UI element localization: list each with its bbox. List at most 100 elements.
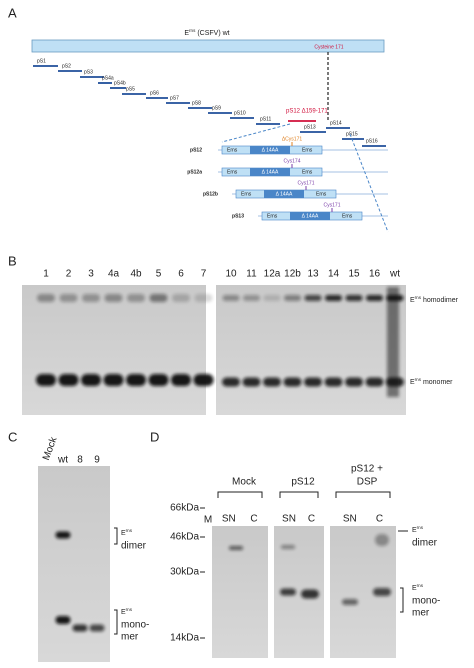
peptide-label: pS16 [366, 138, 378, 144]
lane-label: 12a [264, 269, 281, 280]
panel-label: A [8, 5, 17, 20]
protein-title: Erns (CSFV) wt [184, 28, 229, 37]
gel-band [148, 374, 169, 386]
gel-band [222, 295, 240, 301]
peptide-label: pS4b [114, 80, 126, 86]
lane-label: 2 [66, 269, 72, 280]
gel-band [375, 534, 389, 546]
peptide-label: pS7 [170, 95, 179, 101]
gel-band [82, 294, 100, 302]
deletion-label: Δ 14AA [262, 169, 279, 175]
band-label-sup: rns [415, 295, 422, 300]
gel-band [72, 624, 88, 632]
peptide-label: pS12 Δ159-171 [286, 109, 328, 115]
gel-band [263, 377, 281, 387]
lane-label: C [250, 514, 257, 525]
group-bracket [279, 491, 319, 498]
domain-label: Erns [227, 169, 238, 175]
gel-band [127, 294, 145, 302]
peptide-label: pS10 [234, 110, 246, 116]
band-label-sup: rns [126, 607, 133, 612]
peptide-label: pS1 [37, 58, 46, 64]
gel-band [301, 589, 319, 599]
marker-label: 14kDa [170, 633, 199, 644]
gel-band [304, 295, 322, 301]
peptide-label: pS13 [304, 124, 316, 130]
panel-label: B [8, 253, 17, 268]
band-label-base: E [410, 297, 415, 304]
gel-band [229, 546, 243, 550]
lane-label: 7 [201, 269, 207, 280]
group-title: pS12 [291, 477, 315, 488]
lane-label: 3 [88, 269, 94, 280]
lane-label: C [308, 514, 315, 525]
band-label: Erns [412, 525, 424, 534]
gel-band [222, 377, 240, 387]
group-title: Mock [232, 477, 257, 488]
lane-label: 6 [178, 269, 184, 280]
lane-label: 16 [369, 269, 381, 280]
gel-band [342, 599, 358, 605]
domain-label: Erns [342, 213, 353, 219]
band-label-base: E [410, 379, 415, 386]
gel-band [345, 377, 363, 387]
construct-name: pS12 [190, 147, 202, 153]
band-label: Erns [121, 528, 133, 537]
lane-label: 8 [77, 455, 83, 466]
gel-band [81, 374, 101, 386]
band-label: mer [121, 632, 139, 643]
band-label-sup: rns [417, 583, 424, 588]
gel-band [283, 377, 302, 387]
gel-band [193, 374, 214, 386]
lane-label: C [376, 514, 383, 525]
band-label: mer [412, 608, 430, 619]
peptide-label: pS5 [126, 86, 135, 92]
gel-band [280, 588, 296, 596]
gel-band [171, 374, 191, 386]
peptide-label: pS6 [150, 90, 159, 96]
deletion-label: Δ 14AA [276, 191, 293, 197]
band-label: dimer [412, 538, 438, 549]
lane-label: wt [389, 269, 400, 280]
lane-label: 10 [225, 269, 237, 280]
gel [216, 285, 406, 415]
gel-band [281, 545, 295, 549]
group-title: DSP [357, 477, 378, 488]
lane-label: 11 [246, 269, 257, 280]
deletion-label: Δ 14AA [262, 147, 279, 153]
construct-name: pS12a [187, 169, 202, 175]
lane-label: 14 [328, 269, 340, 280]
peptide-label: pS9 [212, 105, 221, 111]
gel-band [55, 531, 71, 539]
gel-band [324, 377, 343, 387]
peptide-label: pS11 [260, 116, 272, 122]
gel-band [325, 295, 342, 301]
protein-title-sup: rns [189, 28, 196, 33]
gel-band [366, 295, 383, 301]
marker-lane-label: M [204, 515, 212, 526]
protein-title-base: E [184, 30, 189, 37]
band-label: Erns [412, 583, 424, 592]
protein-bar [31, 39, 385, 53]
panel-label: C [8, 429, 17, 444]
deletion [290, 212, 330, 220]
group-title: pS12 + [351, 464, 383, 475]
domain-label: Erns [227, 147, 238, 153]
domain-label: Erns [302, 147, 313, 153]
gel-band [284, 295, 301, 301]
gel-band [345, 295, 363, 301]
construct-site: ΔCys171 [282, 136, 303, 142]
peptide-label: pS2 [62, 63, 71, 69]
gel-band [149, 294, 168, 302]
lane-label: SN [282, 514, 296, 525]
domain-label: Erns [241, 191, 252, 197]
marker-label: 46kDa [170, 532, 199, 543]
gel-band [365, 377, 384, 387]
site-label: Cysteine 171 [314, 44, 343, 50]
domain-label: Erns [267, 213, 278, 219]
lane-label: 13 [307, 269, 319, 280]
bracket [400, 587, 404, 613]
peptide-label: pS8 [192, 100, 201, 106]
deletion [250, 168, 290, 176]
group-bracket [335, 491, 391, 498]
